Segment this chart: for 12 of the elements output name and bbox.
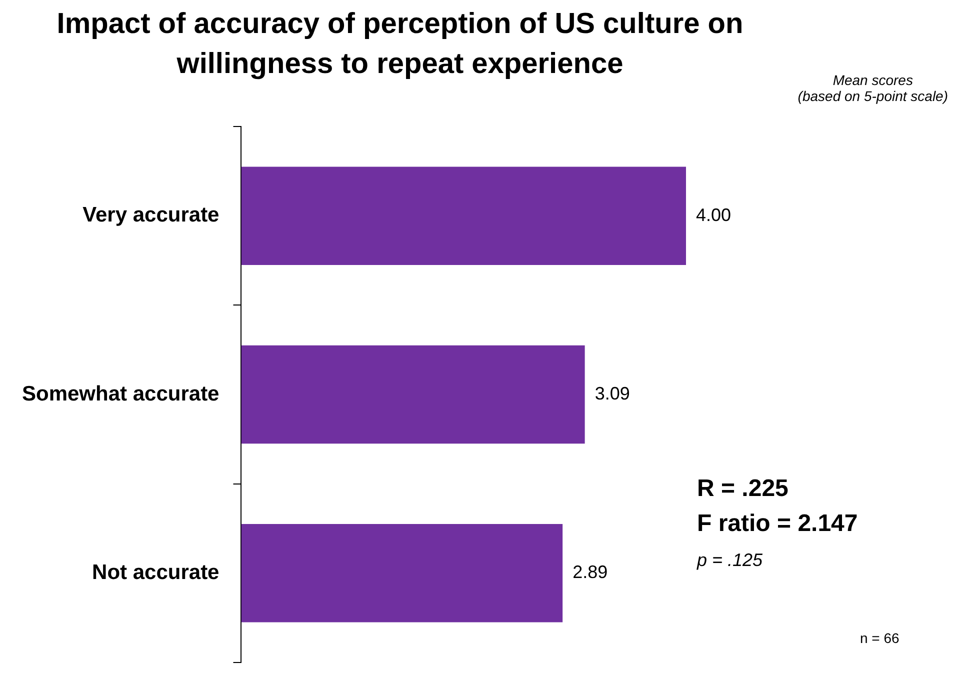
text: n = 66 <box>860 630 900 646</box>
text: F ratio = 2.147 <box>697 510 858 538</box>
text: p = .125 <box>697 550 763 571</box>
chart-title: Impact of accuracy of perception of US culture on willingness to repeat experience <box>56 7 744 82</box>
data-label: 2.89 <box>572 562 608 582</box>
text: R = .225 <box>697 475 788 503</box>
text: Mean scores (based on 5-point scale) <box>798 72 948 104</box>
y-tick-label: Very accurate <box>82 204 220 227</box>
y-tick-label: Not accurate <box>92 560 220 584</box>
y-tick-label: Somewhat accurate <box>22 382 220 406</box>
data-label: 3.09 <box>594 383 630 404</box>
data-label: 4.00 <box>696 204 732 225</box>
